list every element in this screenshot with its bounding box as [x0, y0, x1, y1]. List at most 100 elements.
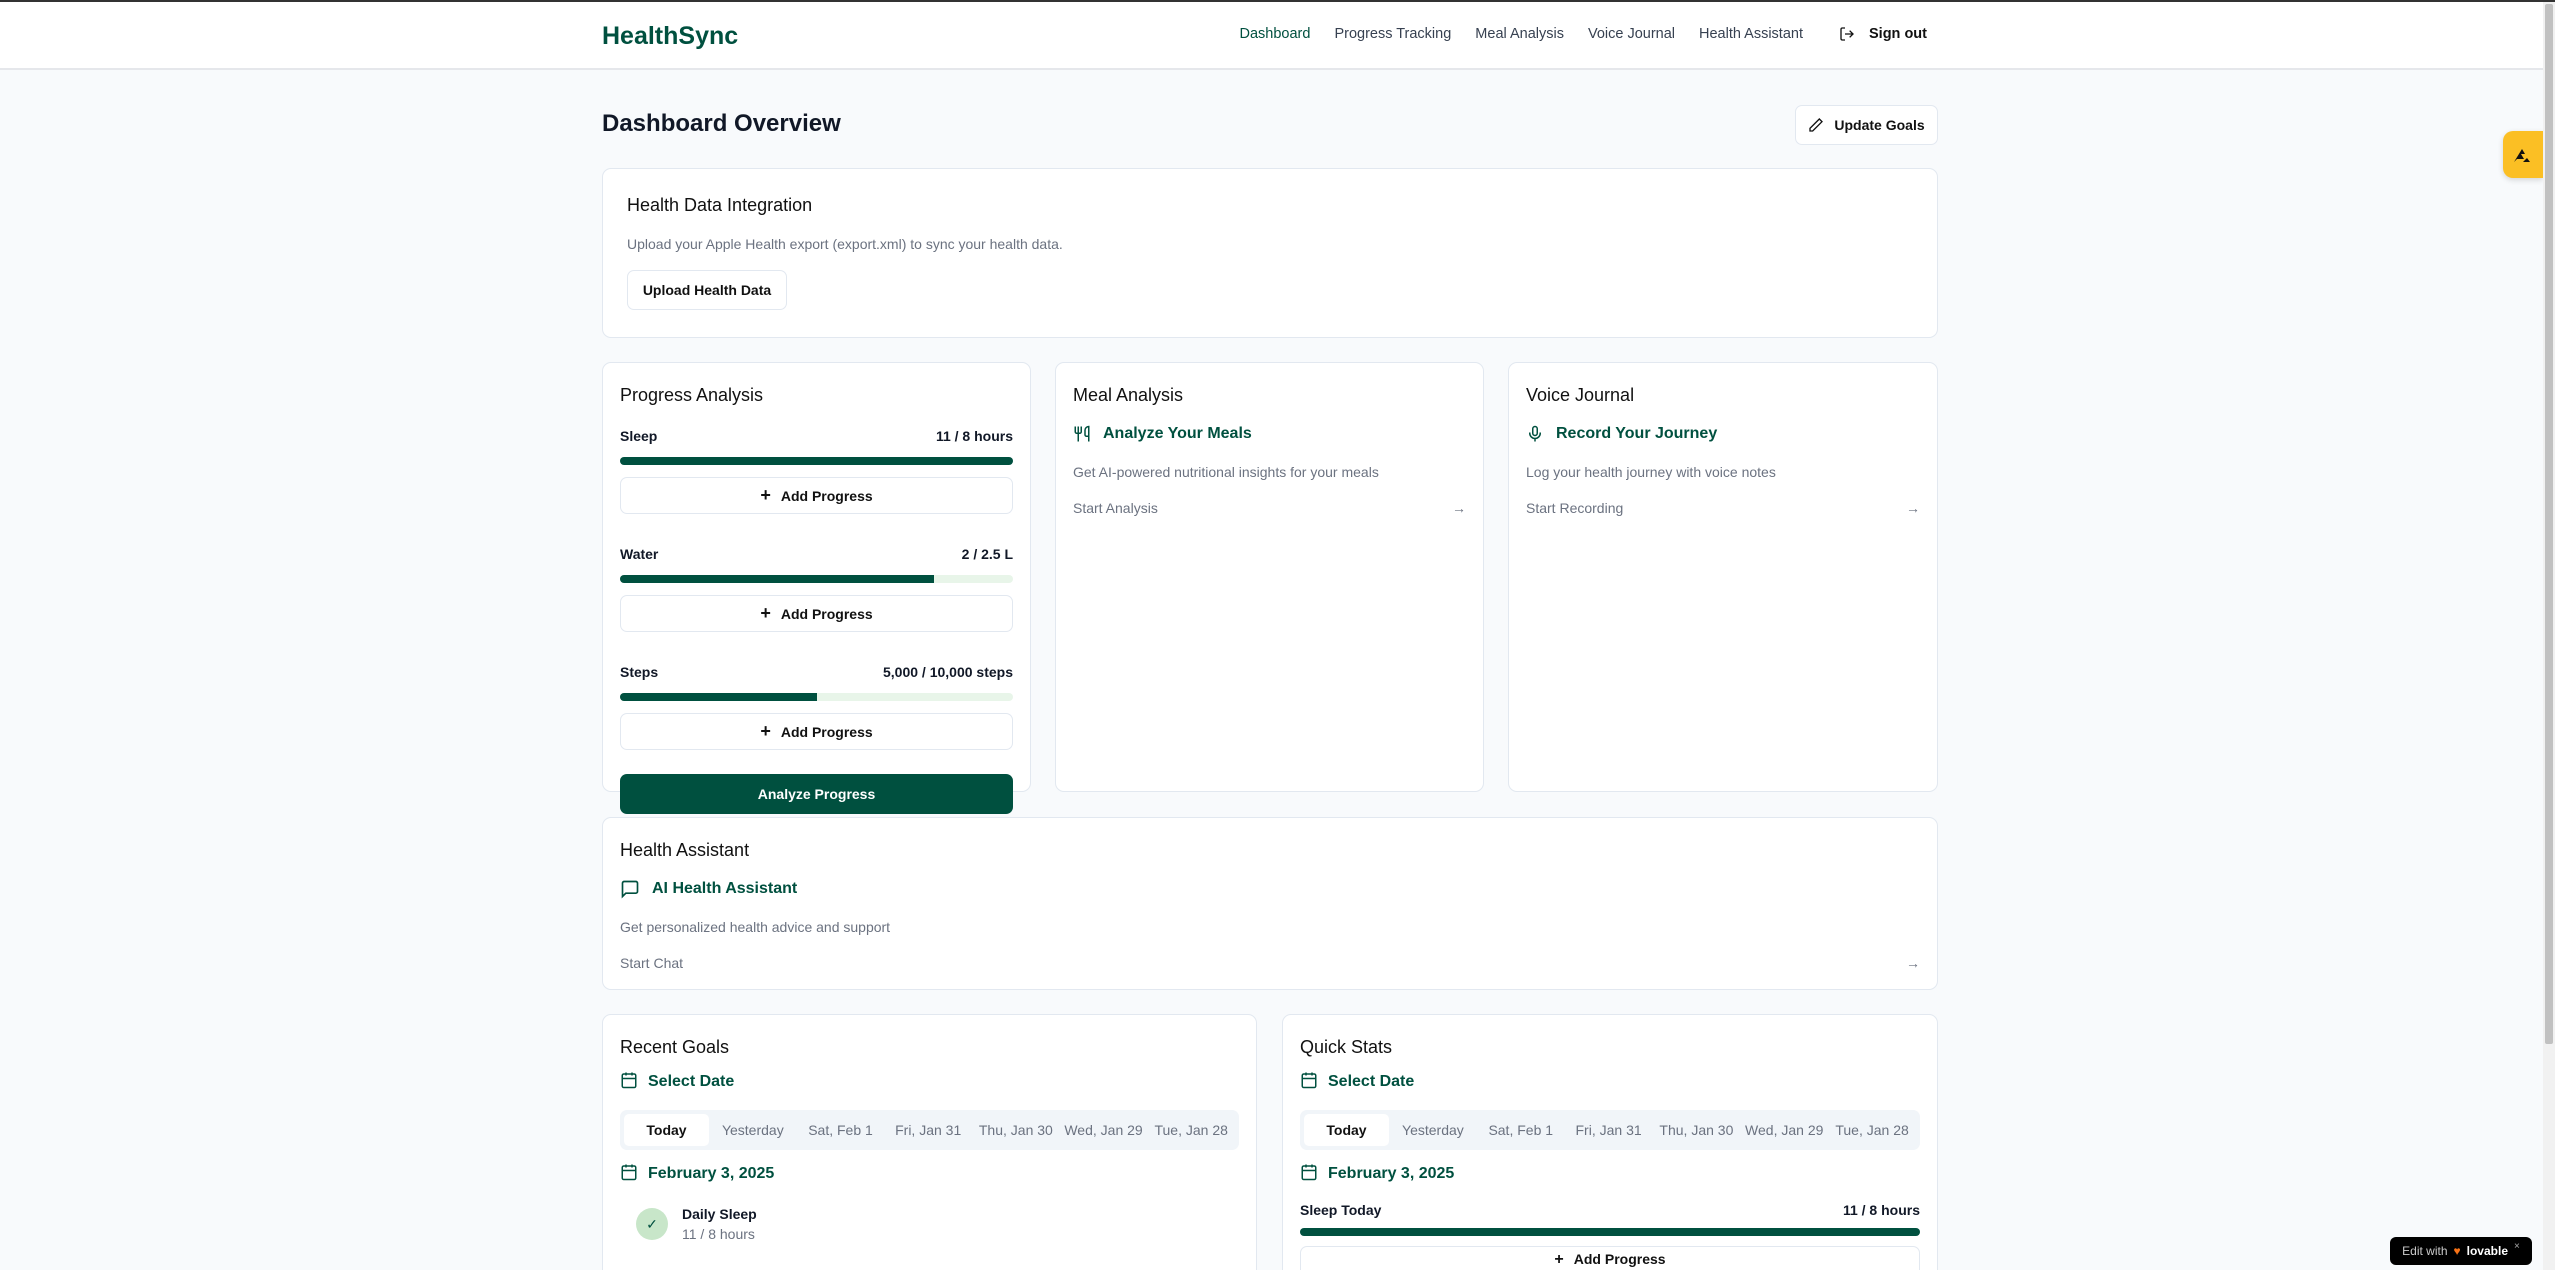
select-date-label: Select Date — [1300, 1072, 1920, 1092]
nav-health-assistant[interactable]: Health Assistant — [1699, 26, 1803, 42]
date-tabs: Today Yesterday Sat, Feb 1 Fri, Jan 31 Thu, … — [1300, 1110, 1920, 1150]
analyze-meals-feature[interactable]: Analyze Your Meals — [1073, 424, 1466, 444]
date-tab[interactable]: Tue, Jan 28 — [1835, 1122, 1909, 1138]
sign-out-button[interactable]: Sign out — [1839, 26, 1927, 42]
date-tab[interactable]: Tue, Jan 28 — [1154, 1122, 1228, 1138]
nav-voice-journal[interactable]: Voice Journal — [1587, 26, 1676, 42]
recent-goals-card: Recent Goals Select Date Today Yesterday S… — [602, 1014, 1257, 1270]
progress-item: Steps 5,000 / 10,000 steps + Add Progress — [620, 664, 1013, 750]
current-date-text: February 3, 2025 — [1328, 1165, 1455, 1182]
microphone-icon — [1529, 425, 1541, 442]
start-analysis-link[interactable]: Start Analysis → — [1073, 500, 1466, 516]
card-title: Voice Journal — [1526, 385, 1635, 405]
calendar-icon — [1300, 1071, 1318, 1094]
page-title: Dashboard Overview — [602, 110, 841, 137]
close-icon[interactable]: × — [2514, 1240, 2520, 1252]
health-assistant-card: Health Assistant AI Health Assistant Get… — [602, 817, 1938, 990]
scrollbar[interactable] — [2543, 2, 2555, 1270]
date-tab[interactable]: Today — [1304, 1114, 1389, 1146]
add-progress-label: Add Progress — [1573, 1251, 1666, 1267]
card-description: Upload your Apple Health export (export.… — [627, 236, 1063, 252]
progress-bar — [620, 457, 1013, 465]
date-tab[interactable]: Wed, Jan 29 — [1745, 1122, 1824, 1138]
progress-item: Water 2 / 2.5 L + Add Progress — [620, 546, 1013, 632]
feature-label: Record Your Journey — [1556, 425, 1718, 442]
analyze-progress-button[interactable]: Analyze Progress — [620, 774, 1013, 814]
date-tabs: Today Yesterday Sat, Feb 1 Fri, Jan 31 Thu, … — [620, 1110, 1239, 1150]
arrow-right-icon: → — [1906, 500, 1920, 516]
current-date: February 3, 2025 — [1300, 1164, 1920, 1184]
check-icon: ✓ — [636, 1208, 668, 1240]
select-date-text: Select Date — [1328, 1073, 1415, 1090]
progress-label: Steps — [620, 664, 659, 680]
top-nav-bar — [0, 2, 2555, 70]
nav-dashboard[interactable]: Dashboard — [1239, 26, 1311, 42]
card-description: Log your health journey with voice notes — [1526, 464, 1776, 480]
link-label: Start Analysis — [1073, 500, 1158, 516]
plus-icon: + — [1554, 1251, 1564, 1268]
add-progress-label: Add Progress — [780, 605, 873, 622]
badge-text: Edit with — [2402, 1244, 2448, 1258]
main-nav: Dashboard Progress Tracking Meal Analysi… — [1240, 26, 1928, 42]
add-progress-button[interactable]: + Add Progress — [620, 477, 1013, 514]
stat-label: Sleep Today — [1300, 1202, 1382, 1218]
add-progress-label: Add Progress — [780, 723, 873, 740]
utensils-icon — [1074, 425, 1090, 442]
card-title: Quick Stats — [1300, 1037, 1393, 1057]
floating-widget-button[interactable] — [2503, 131, 2543, 178]
card-title: Recent Goals — [620, 1037, 730, 1057]
stat-value: 11 / 8 hours — [1842, 1202, 1920, 1218]
record-journey-feature[interactable]: Record Your Journey — [1526, 424, 1920, 444]
plus-icon: + — [760, 721, 771, 741]
sleep-today-stat: Sleep Today 11 / 8 hours — [1300, 1202, 1920, 1218]
update-goals-label: Update Goals — [1834, 117, 1925, 133]
date-tab[interactable]: Yesterday — [1402, 1122, 1464, 1138]
add-progress-button[interactable]: + Add Progress — [620, 595, 1013, 632]
arrow-right-icon: → — [1452, 500, 1466, 516]
card-description: Get AI-powered nutritional insights for … — [1073, 464, 1379, 480]
sign-out-label: Sign out — [1869, 26, 1927, 42]
update-goals-button[interactable]: Update Goals — [1795, 105, 1938, 145]
logo[interactable]: HealthSync — [602, 22, 739, 50]
plus-icon: + — [760, 603, 771, 623]
date-tab[interactable]: Yesterday — [721, 1122, 784, 1138]
progress-value: 5,000 / 10,000 steps — [883, 664, 1013, 680]
card-description: Get personalized health advice and suppo… — [620, 919, 891, 935]
start-recording-link[interactable]: Start Recording → — [1526, 500, 1920, 516]
progress-bar — [620, 575, 1013, 583]
nav-progress-tracking[interactable]: Progress Tracking — [1334, 26, 1452, 42]
logout-icon — [1840, 27, 1854, 41]
date-tab[interactable]: Today — [624, 1114, 709, 1146]
health-data-integration-card: Health Data Integration Upload your Appl… — [602, 168, 1938, 338]
ai-health-assistant-feature[interactable]: AI Health Assistant — [620, 879, 1920, 899]
progress-value: 11 / 8 hours — [935, 428, 1013, 444]
date-tab[interactable]: Wed, Jan 29 — [1064, 1122, 1143, 1138]
date-tab[interactable]: Thu, Jan 30 — [978, 1122, 1053, 1138]
scrollbar-thumb[interactable] — [2545, 4, 2553, 1044]
date-tab[interactable]: Fri, Jan 31 — [895, 1122, 962, 1138]
date-tab[interactable]: Sat, Feb 1 — [1488, 1122, 1554, 1138]
start-chat-link[interactable]: Start Chat → — [620, 955, 1920, 971]
badge-brand: lovable — [2466, 1244, 2508, 1258]
progress-label: Water — [620, 546, 659, 562]
select-date-text: Select Date — [648, 1073, 735, 1090]
goal-value: 11 / 8 hours — [682, 1226, 755, 1242]
card-title: Health Assistant — [620, 840, 750, 860]
date-tab[interactable]: Thu, Jan 30 — [1659, 1122, 1734, 1138]
upload-health-data-button[interactable]: Upload Health Data — [627, 270, 787, 310]
add-progress-button[interactable]: + Add Progress — [1300, 1246, 1920, 1270]
current-date: February 3, 2025 — [620, 1164, 1239, 1184]
feature-label: AI Health Assistant — [652, 880, 798, 897]
card-title: Health Data Integration — [627, 195, 813, 215]
add-progress-button[interactable]: + Add Progress — [620, 713, 1013, 750]
date-tab[interactable]: Sat, Feb 1 — [808, 1122, 873, 1138]
nav-meal-analysis[interactable]: Meal Analysis — [1475, 26, 1564, 42]
date-tab[interactable]: Fri, Jan 31 — [1575, 1122, 1642, 1138]
goal-item: ✓ Daily Sleep 11 / 8 hours — [636, 1206, 1239, 1242]
edit-with-lovable-badge[interactable]: Edit with ♥ lovable × — [2390, 1237, 2532, 1265]
progress-row: Water 2 / 2.5 L — [620, 546, 1013, 562]
widget-logo-icon — [2514, 148, 2530, 162]
progress-row: Steps 5,000 / 10,000 steps — [620, 664, 1013, 680]
progress-item: Sleep 11 / 8 hours + Add Progress — [620, 428, 1013, 514]
calendar-icon — [620, 1163, 638, 1186]
